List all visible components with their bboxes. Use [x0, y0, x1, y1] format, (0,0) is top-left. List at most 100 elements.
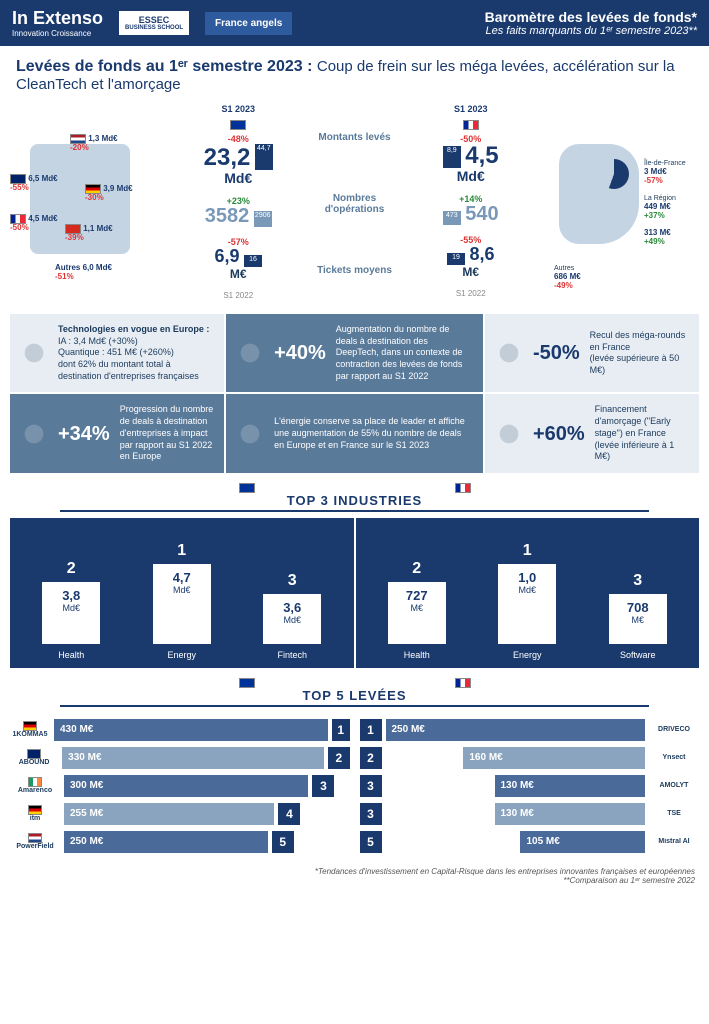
fr-ticket-prev: 19 — [447, 253, 465, 265]
compare-section: 6,5 Md€-55% 4,5 Md€-50% 1,3 Md€-20% 3,9 … — [0, 100, 709, 314]
chart-up-icon — [495, 420, 523, 448]
stat-cell: L'énergie conserve sa place de leader et… — [226, 394, 483, 472]
eu-ops: 3582 — [205, 205, 250, 227]
top5-row: 1KOMMA5430 M€1 — [10, 717, 350, 743]
metric-ops: Nombres d'opérations — [315, 179, 395, 229]
fr-amount: 4,5 — [465, 142, 498, 169]
stat-cell: +40%Augmentation du nombre de deals à de… — [226, 314, 483, 392]
map-label: 1,3 Md€-20% — [70, 134, 118, 153]
logo-inextenso: In Extenso Innovation Croissance — [12, 8, 103, 38]
eu-ticket-prev: 16 — [244, 255, 262, 267]
map-label: Autres686 M€-49% — [554, 264, 581, 290]
map-france: Île-de-France3 Md€-57%La Région449 M€+37… — [549, 104, 699, 304]
top5-fr: 1250 M€DRIVECO2160 M€Ÿnsect3130 M€AMOLYT… — [360, 717, 700, 857]
top3-header: TOP 3 INDUSTRIES — [0, 479, 709, 518]
eu-amount-prev: 44,7 — [255, 144, 273, 170]
eu-ticket-unit: M€ — [166, 267, 311, 281]
podium-item: 11,0Md€Energy — [498, 542, 556, 660]
eu-amount-unit: Md€ — [166, 170, 311, 186]
flag-nl-icon — [28, 833, 42, 843]
fr-ops: 540 — [465, 203, 498, 225]
period-cur-fr: S1 2023 — [399, 104, 544, 114]
podium-item: 33,6Md€Fintech — [263, 572, 321, 660]
top3-fr: 2727M€Health 11,0Md€Energy 3708M€Software — [356, 518, 700, 668]
map-label: 6,5 Md€-55% — [10, 174, 58, 193]
top5-title: TOP 5 LEVÉES — [0, 688, 709, 703]
map-label: 3,9 Md€-30% — [85, 184, 133, 203]
header-right: Baromètre des levées de fonds* Les faits… — [485, 9, 697, 37]
top5-row: 3130 M€AMOLYT — [360, 773, 700, 799]
fr-ops-prev: 473 — [443, 211, 461, 225]
flag-uk-icon — [27, 749, 41, 759]
tech-icon — [20, 339, 48, 367]
period-prev-fr: S1 2022 — [399, 289, 544, 298]
col-fr: S1 2023 -50% 8,9 4,5 Md€ +14% 473 540 -5… — [399, 104, 544, 304]
map-europe: 6,5 Md€-55% 4,5 Md€-50% 1,3 Md€-20% 3,9 … — [10, 104, 160, 304]
header: In Extenso Innovation Croissance ESSEC B… — [0, 0, 709, 46]
header-title: Baromètre des levées de fonds* — [485, 9, 697, 25]
header-subtitle: Les faits marquants du 1ᵉʳ semestre 2023… — [485, 25, 697, 37]
map-label: 4,5 Md€-50% — [10, 214, 58, 233]
podium-item: 14,7Md€Energy — [153, 542, 211, 660]
eu-ticket: 6,9 — [215, 246, 240, 266]
top5-row: 2160 M€Ÿnsect — [360, 745, 700, 771]
flag-fr-icon — [455, 483, 471, 493]
podium-item: 23,8Md€Health — [42, 560, 100, 660]
top5-row: PowerField250 M€5 — [10, 829, 350, 855]
metric-labels: Montants levés Nombres d'opérations Tick… — [315, 104, 395, 304]
flag-eu-icon — [230, 120, 246, 130]
map-label: 1,1 Md€-39% — [65, 224, 113, 243]
stat-cell: +34%Progression du nombre de deals à des… — [10, 394, 224, 472]
eu-amount-chg: -48% — [166, 134, 311, 144]
stat-cell: Technologies en vogue en Europe :IA : 3,… — [10, 314, 224, 392]
chart-down-icon — [495, 339, 523, 367]
metric-amount: Montants levés — [315, 112, 395, 162]
flag-ie-icon — [28, 777, 42, 787]
map-label: Autres 6,0 Md€-51% — [55, 264, 112, 282]
eu-ops-prev: 2906 — [254, 211, 272, 227]
footnote-2: **Comparaison au 1ᵉʳ semestre 2022 — [14, 876, 695, 885]
logo-essec-l2: BUSINESS SCHOOL — [125, 25, 183, 31]
flag-fr-icon — [463, 120, 479, 130]
top5-row: itm255 M€4 — [10, 801, 350, 827]
plant-icon — [20, 420, 48, 448]
logo-franceangels: France angels — [205, 12, 292, 35]
podium-item: 3708M€Software — [609, 572, 667, 660]
trophy-icon — [236, 420, 264, 448]
top3-eu: 23,8Md€Health 14,7Md€Energy 33,6Md€Fintech — [10, 518, 354, 668]
fr-ticket: 8,6 — [469, 244, 494, 264]
footnote-1: *Tendances d'investissement en Capital-R… — [14, 867, 695, 876]
top5-header: TOP 5 LEVÉES — [0, 674, 709, 713]
fr-amount-prev: 8,9 — [443, 146, 461, 168]
flag-fr-icon — [455, 678, 471, 688]
metric-ticket: Tickets moyens — [315, 246, 395, 296]
top3-section: 23,8Md€Health 14,7Md€Energy 33,6Md€Fintech… — [0, 518, 709, 668]
compare-center: S1 2023 -48% 23,2 44,7 Md€ +23% 3582 290… — [166, 104, 543, 304]
top5-row: ABOUND330 M€2 — [10, 745, 350, 771]
top5-section: 1KOMMA5430 M€1ABOUND330 M€2Amarenco300 M… — [0, 713, 709, 861]
top5-row: 3130 M€TSE — [360, 801, 700, 827]
podium-item: 2727M€Health — [388, 560, 446, 660]
stat-cell: -50%Recul des méga-rounds en France(levé… — [485, 314, 699, 392]
stat-cell: +60%Financement d'amorçage ("Early stage… — [485, 394, 699, 472]
map-label: 313 M€+49% — [644, 229, 671, 247]
fr-amount-unit: Md€ — [399, 168, 544, 184]
eu-icon — [236, 339, 264, 367]
flag-de-icon — [28, 805, 42, 815]
period-cur: S1 2023 — [166, 104, 311, 114]
stat-grid: Technologies en vogue en Europe :IA : 3,… — [0, 314, 709, 473]
eu-amount: 23,2 — [204, 144, 251, 171]
top5-row: 1250 M€DRIVECO — [360, 717, 700, 743]
top5-row: Amarenco300 M€3 — [10, 773, 350, 799]
flag-de-icon — [23, 721, 37, 731]
logo-essec-l1: ESSEC — [125, 15, 183, 25]
map-label: Île-de-France3 Md€-57% — [644, 159, 686, 185]
flag-eu-icon — [239, 678, 255, 688]
title-main: Levées de fonds au 1ᵉʳ semestre 2023 : — [16, 58, 312, 75]
footer: *Tendances d'investissement en Capital-R… — [0, 861, 709, 891]
col-eu: S1 2023 -48% 23,2 44,7 Md€ +23% 3582 290… — [166, 104, 311, 304]
period-prev-eu: S1 2022 — [166, 291, 311, 300]
top5-row: 5105 M€Mistral AI — [360, 829, 700, 855]
fr-ticket-unit: M€ — [399, 265, 544, 279]
top3-title: TOP 3 INDUSTRIES — [0, 493, 709, 508]
